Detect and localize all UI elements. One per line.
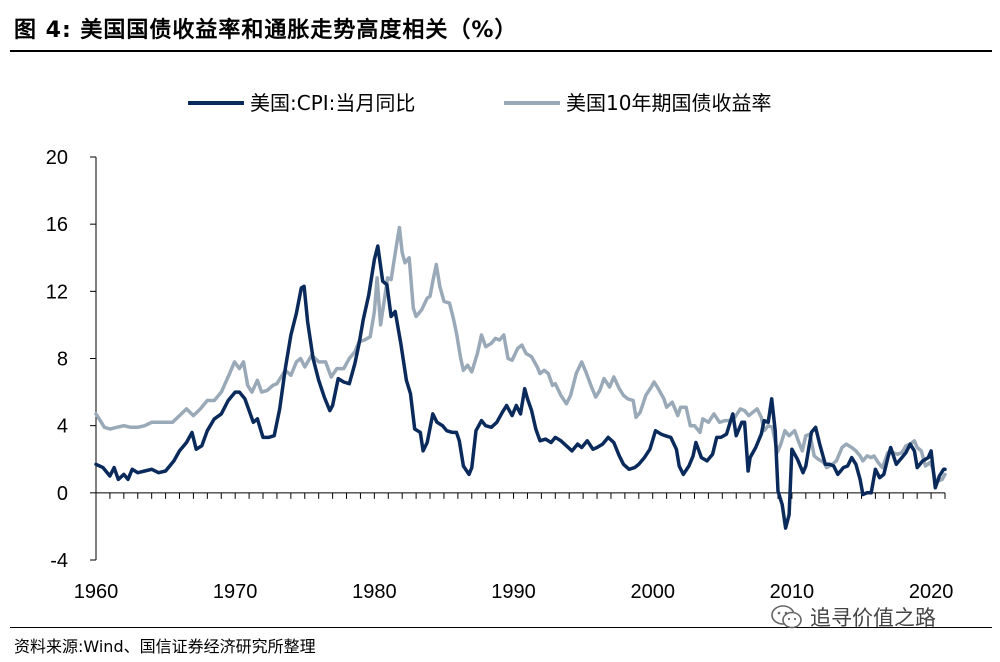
y-tick-label: -4 (50, 550, 68, 572)
y-tick-label: 8 (57, 349, 68, 371)
y-tick-label: 16 (46, 214, 68, 236)
title-divider (10, 50, 992, 52)
legend: 美国:CPI:当月同比 美国10年期国债收益率 (188, 91, 771, 115)
x-tick-label: 1980 (352, 581, 397, 603)
y-tick-label: 0 (57, 483, 68, 505)
x-tick-label: 1960 (74, 581, 119, 603)
y-tick-label: 20 (46, 147, 68, 169)
x-tick-label: 1990 (491, 581, 536, 603)
legend-label-yield: 美国10年期国债收益率 (566, 91, 771, 115)
watermark: 追寻价值之路 (770, 602, 936, 632)
x-tick-label: 2020 (909, 581, 954, 603)
series-line-cpi (94, 244, 947, 530)
source-note: 资料来源:Wind、国信证券经济研究所整理 (14, 637, 316, 656)
footer-divider (10, 627, 992, 628)
y-tick-label: 12 (46, 281, 68, 303)
x-tick-label: 2000 (630, 581, 675, 603)
figure-title: 图 4: 美国国债收益率和通胀走势高度相关（%） (14, 18, 518, 43)
y-tick-label: 4 (57, 416, 68, 438)
series-line-yield (94, 225, 947, 483)
x-tick-label: 2010 (770, 581, 815, 603)
plot-area: -4 0 4 8 12 16 20 1960 1970 1980 1990 2000 2010 2020 (46, 147, 954, 603)
x-tick-label: 1970 (213, 581, 258, 603)
wechat-icon (771, 605, 802, 629)
legend-label-cpi: 美国:CPI:当月同比 (250, 91, 415, 115)
watermark-text: 追寻价值之路 (810, 606, 936, 630)
